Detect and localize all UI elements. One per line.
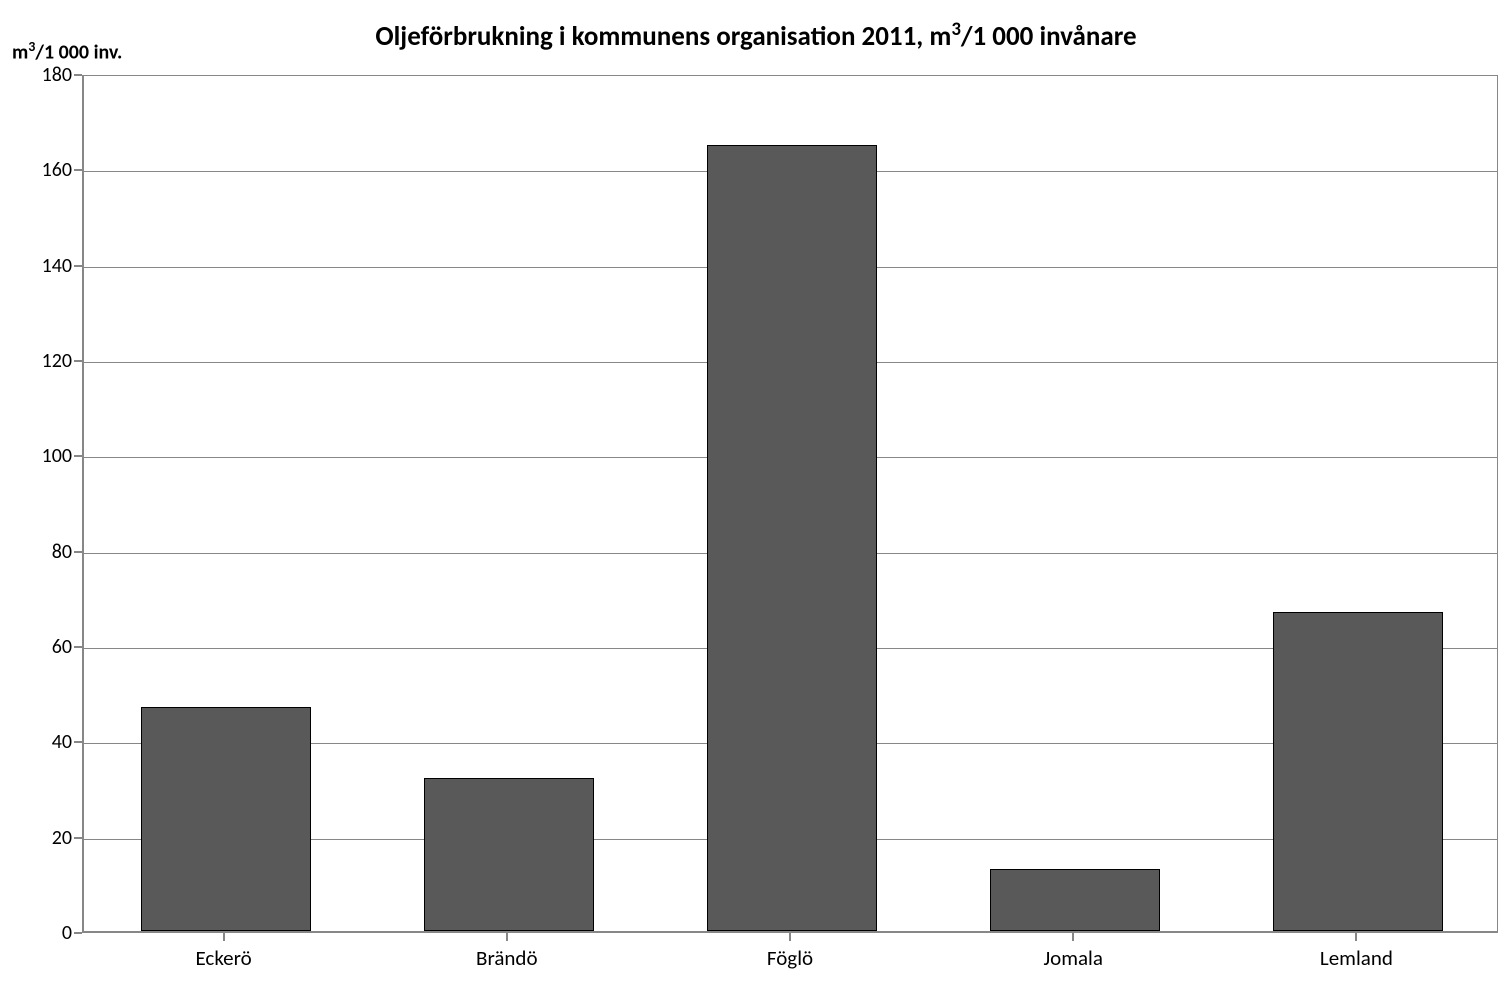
bar bbox=[707, 145, 877, 932]
y-tick-mark bbox=[74, 551, 82, 553]
y-tick-mark bbox=[74, 74, 82, 76]
y-tick-mark bbox=[74, 360, 82, 362]
y-tick-mark bbox=[74, 741, 82, 743]
y-tick-mark bbox=[74, 265, 82, 267]
y-tick-mark bbox=[74, 455, 82, 457]
y-tick-label: 40 bbox=[17, 730, 72, 754]
x-tick-label: Lemland bbox=[1215, 945, 1498, 971]
x-tick-mark bbox=[506, 933, 508, 941]
y-tick-mark bbox=[74, 646, 82, 648]
x-tick-mark bbox=[1355, 933, 1357, 941]
bar bbox=[424, 778, 594, 931]
y-tick-label: 100 bbox=[17, 444, 72, 468]
bar bbox=[1273, 612, 1443, 931]
y-axis-title: m3/1 000 inv. bbox=[12, 38, 122, 65]
bar bbox=[141, 707, 311, 931]
x-tick-label: Eckerö bbox=[82, 945, 365, 971]
y-tick-label: 120 bbox=[17, 349, 72, 373]
bar bbox=[990, 869, 1160, 931]
y-tick-label: 180 bbox=[17, 63, 72, 87]
chart-title: Oljeförbrukning i kommunens organisation… bbox=[0, 18, 1512, 53]
y-tick-label: 140 bbox=[17, 254, 72, 278]
bar-chart: Oljeförbrukning i kommunens organisation… bbox=[0, 0, 1512, 985]
y-tick-label: 160 bbox=[17, 158, 72, 182]
x-tick-label: Brändö bbox=[365, 945, 648, 971]
y-tick-label: 60 bbox=[17, 635, 72, 659]
x-tick-mark bbox=[223, 933, 225, 941]
y-tick-mark bbox=[74, 169, 82, 171]
x-tick-mark bbox=[789, 933, 791, 941]
y-tick-label: 20 bbox=[17, 826, 72, 850]
plot-area bbox=[82, 75, 1498, 933]
y-tick-label: 0 bbox=[17, 921, 72, 945]
x-tick-label: Föglö bbox=[648, 945, 931, 971]
x-tick-label: Jomala bbox=[932, 945, 1215, 971]
y-tick-mark bbox=[74, 837, 82, 839]
x-tick-mark bbox=[1072, 933, 1074, 941]
y-tick-mark bbox=[74, 932, 82, 934]
y-tick-label: 80 bbox=[17, 540, 72, 564]
